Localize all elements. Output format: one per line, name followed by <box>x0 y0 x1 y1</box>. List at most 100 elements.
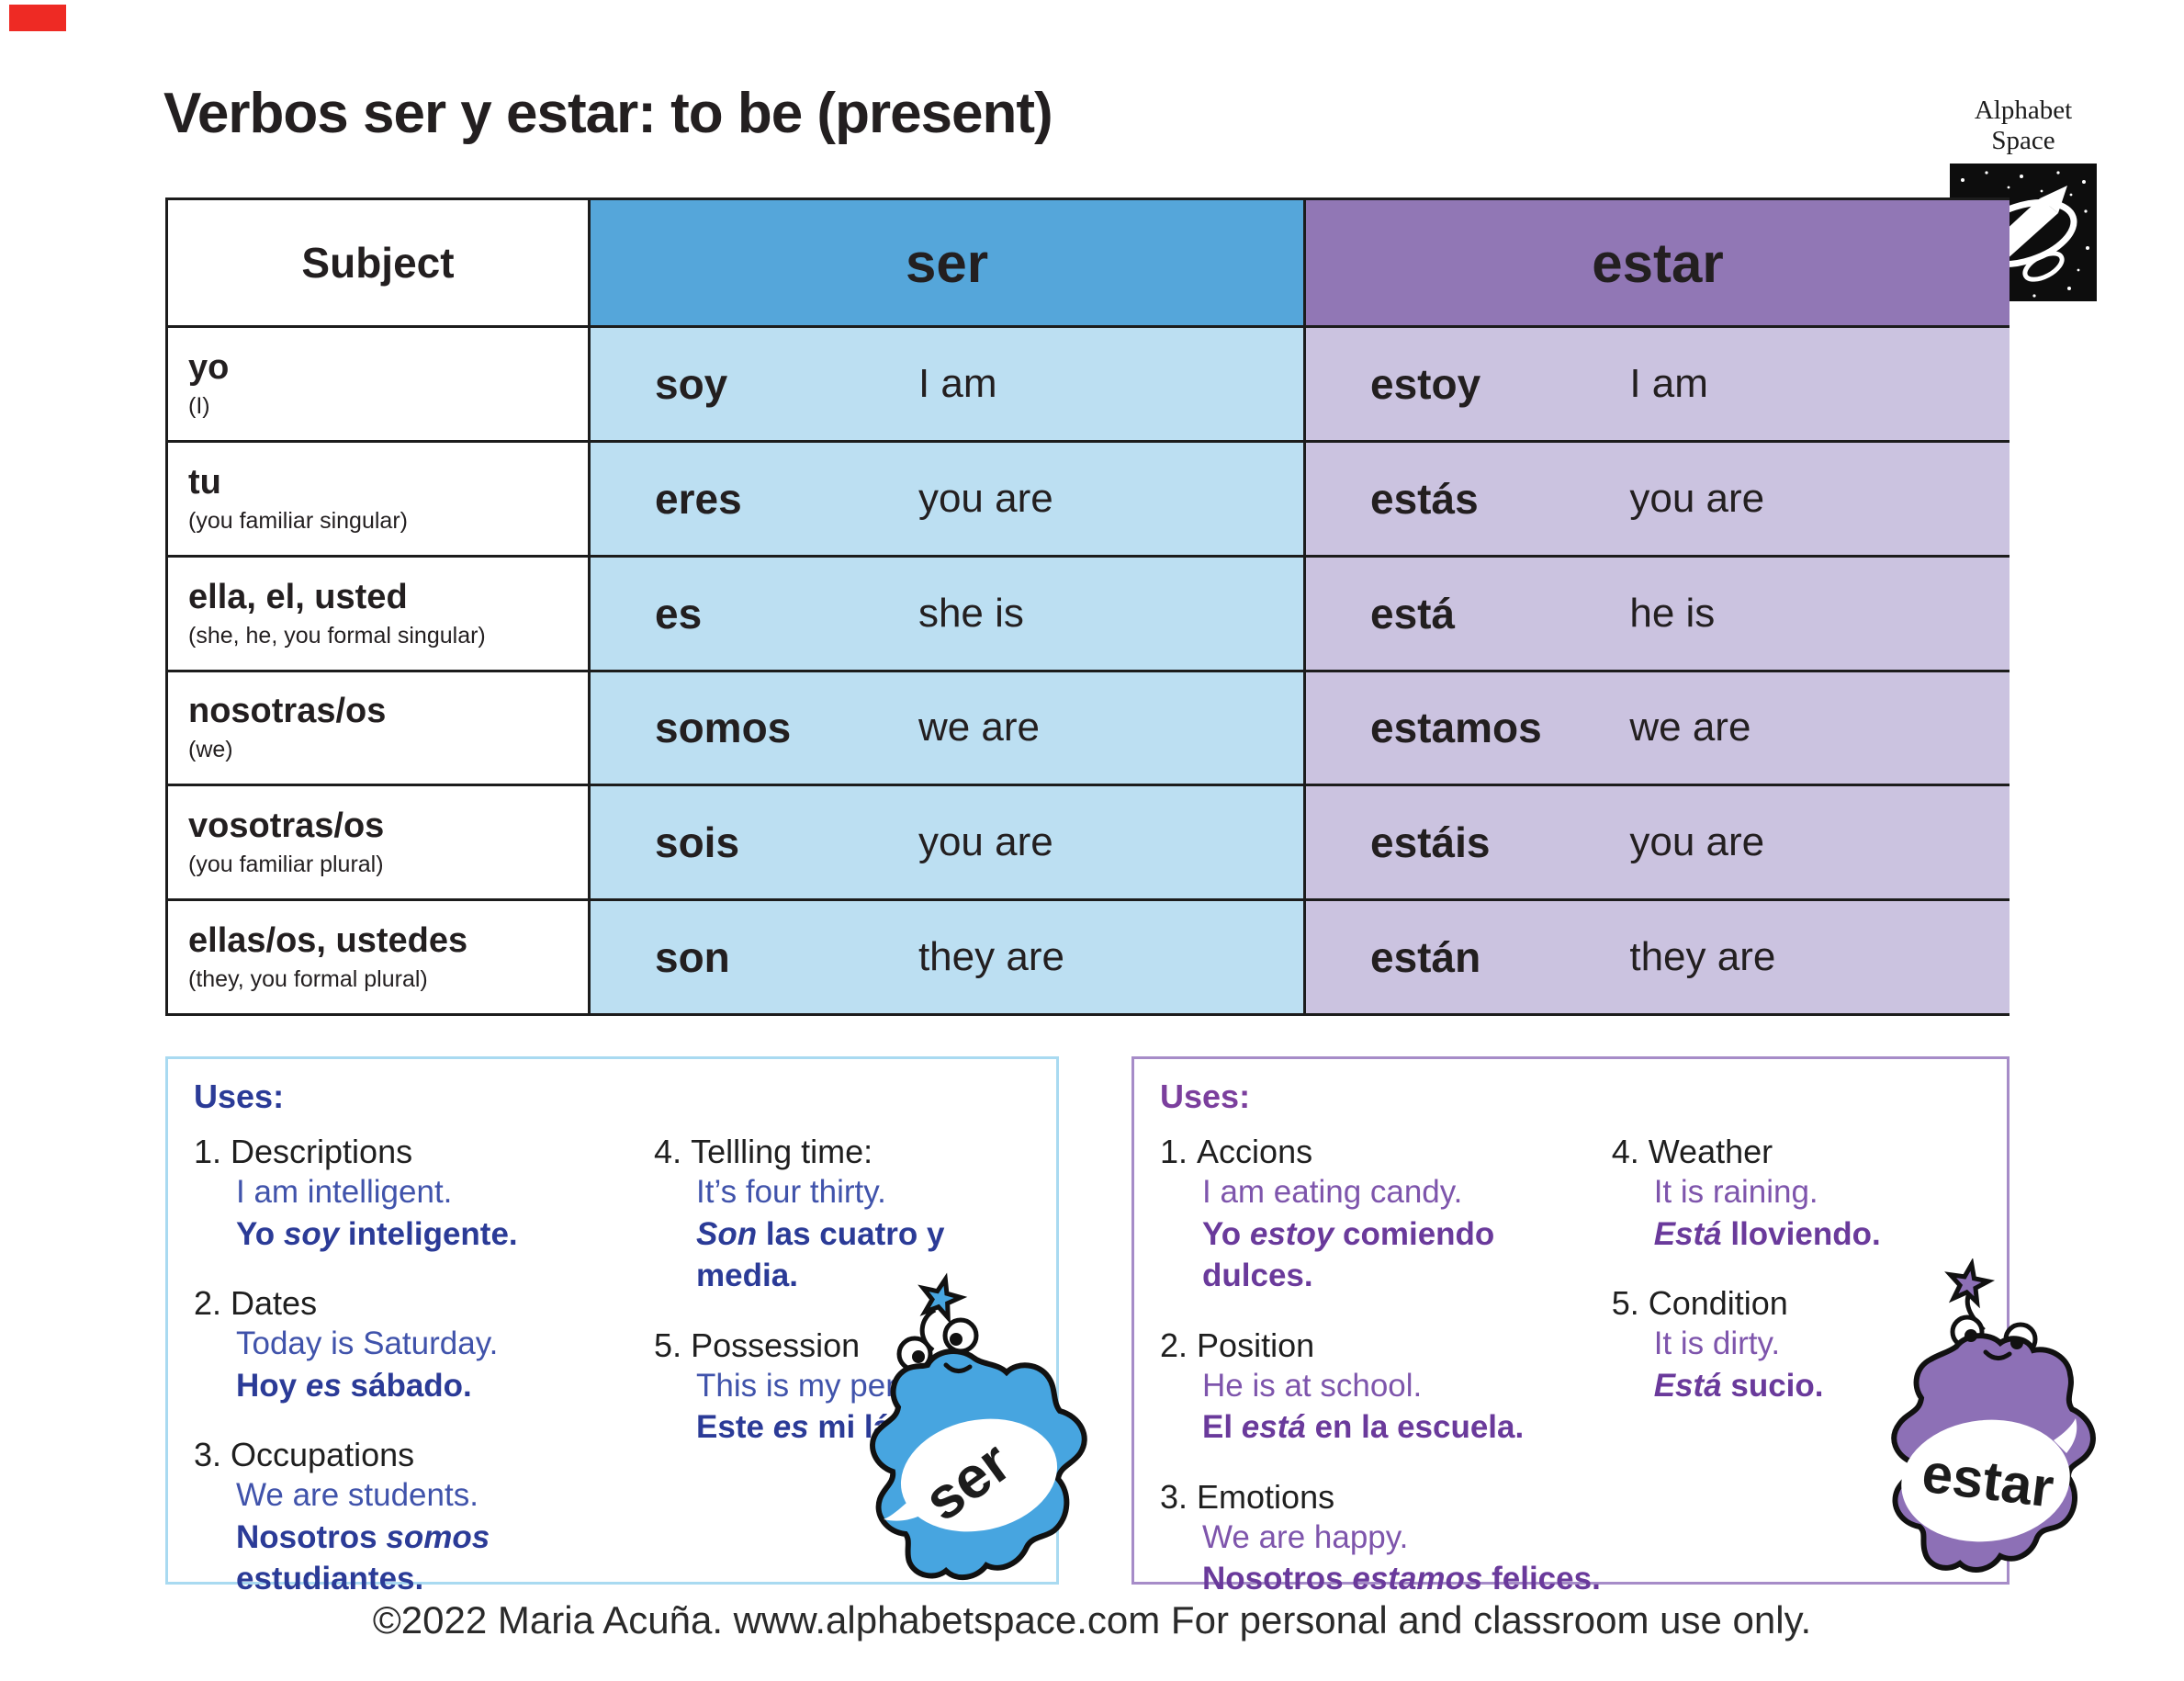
use-example-english: Today is Saturday. <box>236 1326 499 1361</box>
estar-form: estoy <box>1370 359 1481 408</box>
ser-translation: you are <box>918 819 1053 865</box>
estar-form: están <box>1370 933 1481 982</box>
use-example-english: It is dirty. <box>1653 1326 1781 1361</box>
estar-cell: estás you are <box>1303 439 2010 555</box>
use-example-spanish: Está sucio. <box>1653 1367 1824 1404</box>
estar-translation: we are <box>1629 705 1751 750</box>
use-item: 5. Condition It is dirty. Está sucio. <box>1612 1284 1981 1406</box>
estar-translation: I am <box>1629 360 1708 406</box>
copyright-footer: ©2022 Maria Acuña. www.alphabetspace.com… <box>372 1598 1812 1642</box>
estar-cell: estoy I am <box>1303 325 2010 440</box>
estar-translation: you are <box>1629 475 1765 521</box>
use-label: 3. Emotions <box>1160 1477 1335 1516</box>
use-item: 3. Occupations We are students. Nosotros … <box>194 1436 654 1600</box>
use-label: 3. Occupations <box>194 1436 415 1473</box>
ser-form: eres <box>655 474 742 523</box>
use-example-spanish: Hoy es sábado. <box>236 1367 472 1404</box>
estar-cell: está he is <box>1303 554 2010 670</box>
use-example-spanish: Son las cuatro y media. <box>696 1215 945 1294</box>
ser-cell: eres you are <box>588 439 1303 555</box>
subject-note: (I) <box>188 392 210 419</box>
use-example-english: He is at school. <box>1202 1367 1423 1404</box>
subject-name: ellas/os, ustedes <box>188 921 468 961</box>
use-item: 1. Descriptions I am intelligent. Yo soy … <box>194 1133 654 1255</box>
page-title: Verbos ser y estar: to be (present) <box>163 82 1053 145</box>
ser-uses-panel: Uses: 1. Descriptions I am intelligent. Y… <box>165 1056 1059 1596</box>
use-example-spanish: El está en la escuela. <box>1202 1409 1525 1445</box>
ser-form: soy <box>655 359 728 408</box>
use-example-spanish: Yo estoy comiendo dulces. <box>1202 1215 1495 1294</box>
estar-mascot: estar <box>1848 1258 2123 1621</box>
column-header-ser: ser <box>588 200 1303 325</box>
use-label: 4. Tellling time: <box>654 1133 873 1170</box>
use-example-spanish: Está lloviendo. <box>1653 1215 1881 1252</box>
estar-form: estáis <box>1370 818 1491 867</box>
use-item: 4. Weather It is raining. Está lloviendo. <box>1612 1133 1981 1255</box>
use-example-english: We are students. <box>236 1477 478 1513</box>
estar-translation: he is <box>1629 590 1716 636</box>
subject-cell: nosotras/os (we) <box>168 669 588 784</box>
estar-form: estamos <box>1370 704 1542 752</box>
estar-uses-panel: Uses: 1. Accions I am eating candy. Yo es… <box>1131 1056 2010 1596</box>
ser-translation: I am <box>918 360 997 406</box>
subject-cell: vosotras/os (you familiar plural) <box>168 784 588 899</box>
use-label: 1. Accions <box>1160 1133 1313 1170</box>
use-label: 5. Condition <box>1611 1284 1788 1322</box>
ser-cell: es she is <box>588 554 1303 670</box>
ser-uses-heading: Uses: <box>194 1077 285 1115</box>
column-header-subject: Subject <box>168 200 588 325</box>
use-label: 4. Weather <box>1611 1133 1773 1170</box>
subject-note: (you familiar singular) <box>188 507 408 534</box>
subject-note: (they, you formal plural) <box>188 966 428 993</box>
use-item: 1. Accions I am eating candy. Yo estoy co… <box>1160 1133 1612 1297</box>
ser-mascot: ser <box>843 1269 1109 1614</box>
subject-note: (you familiar plural) <box>188 852 384 878</box>
estar-cell: estamos we are <box>1303 669 2010 784</box>
estar-form: estás <box>1370 474 1479 523</box>
use-item: 5. Possession This is my pencil. Este es … <box>654 1326 1030 1449</box>
ser-translation: they are <box>918 934 1064 980</box>
ser-translation: she is <box>918 590 1024 636</box>
use-label: 2. Position <box>1160 1326 1315 1364</box>
subject-cell: ellas/os, ustedes (they, you formal plur… <box>168 898 588 1013</box>
use-label: 1. Descriptions <box>194 1133 413 1170</box>
subject-note: (we) <box>188 737 233 763</box>
ser-form: somos <box>655 704 792 752</box>
use-label: 2. Dates <box>194 1284 318 1322</box>
ser-cell: sois you are <box>588 784 1303 899</box>
red-marker <box>9 5 66 31</box>
subject-cell: yo (I) <box>168 325 588 440</box>
ser-translation: you are <box>918 475 1053 521</box>
use-example-spanish: Nosotros estamos felices. <box>1202 1561 1601 1596</box>
ser-form: son <box>655 933 730 982</box>
use-example-english: I am intelligent. <box>236 1174 453 1210</box>
use-example-spanish: Nosotros somos estudiantes. <box>236 1518 490 1597</box>
subject-name: tu <box>188 462 221 502</box>
column-header-estar: estar <box>1303 200 2010 325</box>
ser-cell: soy I am <box>588 325 1303 440</box>
conjugation-table: Subject ser estar yo (I) soy I am estoy … <box>165 197 2010 1016</box>
subject-cell: ella, el, usted (she, he, you formal sin… <box>168 554 588 670</box>
subject-name: yo <box>188 347 230 387</box>
subject-name: vosotras/os <box>188 807 385 846</box>
estar-translation: you are <box>1629 819 1765 865</box>
estar-cell: estáis you are <box>1303 784 2010 899</box>
estar-form: está <box>1370 589 1456 637</box>
subject-note: (she, he, you formal singular) <box>188 622 486 649</box>
use-item: 2. Position He is at school. El está en l… <box>1160 1326 1612 1449</box>
use-item: 2. Dates Today is Saturday. Hoy es sábado… <box>194 1284 654 1406</box>
use-item: 4. Tellling time: It’s four thirty. Son l… <box>654 1133 1030 1297</box>
use-example-english: I am eating candy. <box>1202 1174 1463 1210</box>
ser-form: sois <box>655 818 740 867</box>
estar-translation: they are <box>1629 934 1776 980</box>
use-example-spanish: Yo soy inteligente. <box>236 1215 518 1252</box>
use-item: 3. Emotions We are happy. Nosotros estamo… <box>1160 1478 1612 1600</box>
use-label: 5. Possession <box>654 1326 861 1364</box>
estar-cell: están they are <box>1303 898 2010 1013</box>
use-example-english: It is raining. <box>1653 1174 1818 1210</box>
subject-name: ella, el, usted <box>188 577 408 616</box>
ser-translation: we are <box>918 705 1041 750</box>
logo-name: Alphabet Space <box>1974 96 2073 155</box>
use-example-english: We are happy. <box>1202 1518 1409 1555</box>
